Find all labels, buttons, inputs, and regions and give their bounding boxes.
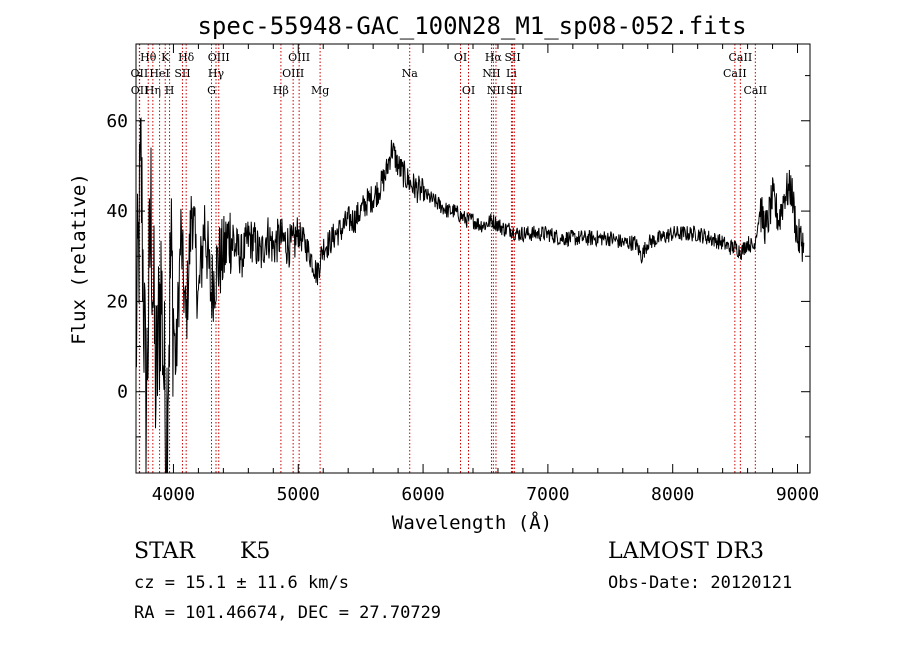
chart-title: spec-55948-GAC_100N28_M1_sp08-052.fits xyxy=(197,12,746,40)
line-label-27: CaII xyxy=(743,84,767,97)
line-label-14: OIII xyxy=(282,67,304,80)
line-label-8: Hδ xyxy=(178,51,195,64)
flux-line xyxy=(135,117,805,474)
line-label-22: SII xyxy=(504,51,520,64)
redshift-info: cz = 15.1 ± 11.6 km/s xyxy=(134,573,349,593)
line-label-0: Hθ xyxy=(140,51,157,64)
line-label-15: Mg xyxy=(311,84,329,97)
line-label-2: OII xyxy=(131,84,149,97)
y-axis: 0 20 40 60 xyxy=(106,75,810,438)
line-label-23: Li xyxy=(506,67,517,80)
line-label-10: Hγ xyxy=(208,67,225,80)
line-label-16: Na xyxy=(402,67,419,80)
x-axis-label: Wavelength (Å) xyxy=(392,511,552,534)
line-label-4: HeI xyxy=(149,67,169,80)
x-tick-label: 5000 xyxy=(277,484,320,505)
line-label-6: H xyxy=(165,84,175,97)
survey-name: LAMOST DR3 xyxy=(608,539,764,564)
line-label-24: SII xyxy=(506,84,522,97)
x-tick-label: 7000 xyxy=(526,484,569,505)
line-label-19: Hα xyxy=(485,51,503,64)
x-axis: 4000 5000 6000 7000 8000 9000 xyxy=(152,44,819,505)
x-tick-label: 4000 xyxy=(152,484,195,505)
x-tick-label: 9000 xyxy=(776,484,819,505)
line-label-5: K xyxy=(161,51,170,64)
flux-series xyxy=(135,117,805,474)
x-tick-label: 8000 xyxy=(651,484,694,505)
observation-date: Obs-Date: 20120121 xyxy=(608,573,793,593)
line-label-11: G xyxy=(207,84,216,97)
line-label-26: CaII xyxy=(723,67,747,80)
coordinates: RA = 101.46674, DEC = 27.70729 xyxy=(134,603,442,623)
line-label-3: Hη xyxy=(145,84,161,97)
line-label-25: CaII xyxy=(729,51,753,64)
line-label-7: SII xyxy=(174,67,190,80)
y-axis-label: Flux (relative) xyxy=(68,173,90,345)
line-label-17: OI xyxy=(454,51,467,64)
y-tick-label: 40 xyxy=(106,201,128,222)
line-label-18: OI xyxy=(462,84,475,97)
object-class: STAR xyxy=(134,539,195,564)
line-label-20: NII xyxy=(482,67,500,80)
x-tick-label: 6000 xyxy=(401,484,444,505)
line-label-9: OIII xyxy=(208,51,230,64)
line-label-13: OIII xyxy=(288,51,310,64)
plot-frame xyxy=(135,43,811,474)
y-tick-label: 20 xyxy=(106,291,128,312)
y-tick-label: 0 xyxy=(117,382,128,403)
object-subclass: K5 xyxy=(240,539,271,564)
line-label-21: NII xyxy=(487,84,505,97)
line-label-12: Hβ xyxy=(273,84,289,97)
y-tick-label: 60 xyxy=(106,111,128,132)
